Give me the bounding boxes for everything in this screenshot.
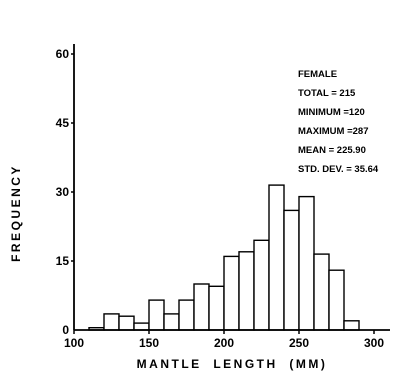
x-tick-label: 100	[64, 336, 84, 350]
histogram-bar-230-240	[268, 184, 285, 331]
stat-line: MINIMUM =120	[298, 107, 365, 118]
y-tick-label: 0	[62, 323, 69, 337]
x-axis-ticks: 100 150 200 250 300	[64, 330, 384, 350]
y-axis-ticks: 0 15 30 45 60	[56, 47, 74, 337]
histogram-bar-270-280	[328, 269, 345, 331]
x-tick-label: 200	[214, 336, 234, 350]
histogram-bar-240-250	[283, 209, 300, 331]
y-tick-label: 45	[56, 116, 70, 130]
histogram-bar-250-260	[298, 195, 315, 331]
y-tick-label: 15	[56, 254, 70, 268]
histogram-bar-180-190	[193, 283, 210, 331]
stat-line: MEAN = 225.90	[298, 145, 366, 156]
x-tick-label: 250	[289, 336, 309, 350]
histogram-bar-210-220	[238, 251, 255, 331]
y-axis-label: FREQUENCY	[9, 164, 23, 262]
histogram-bar-160-170	[163, 313, 180, 331]
histogram-bar-140-150	[133, 322, 150, 331]
summary-statistics: FEMALE TOTAL = 215 MINIMUM =120 MAXIMUM =28…	[298, 69, 379, 175]
stat-line: MAXIMUM =287	[298, 126, 368, 137]
stat-line: STD. DEV. = 35.64	[298, 164, 379, 175]
histogram-bar-220-230	[253, 239, 270, 331]
x-tick-label: 150	[139, 336, 159, 350]
histogram-bar-280-290	[343, 320, 360, 331]
y-tick-label: 60	[56, 47, 70, 61]
x-axis-label: MANTLE LENGTH (MM)	[137, 357, 328, 371]
x-tick-label: 300	[364, 336, 384, 350]
histogram-bar-260-270	[313, 253, 330, 331]
histogram-bar-190-200	[208, 285, 225, 331]
y-tick-label: 30	[56, 185, 70, 199]
histogram-bar-200-210	[223, 255, 240, 331]
histogram-bar-170-180	[178, 299, 195, 331]
histogram-bar-150-160	[148, 299, 165, 331]
histogram-bars	[88, 184, 360, 331]
stat-line: TOTAL = 215	[298, 88, 356, 99]
histogram-bar-120-130	[103, 313, 120, 331]
histogram-bar-130-140	[118, 315, 135, 331]
legend-label: FEMALE	[298, 69, 337, 80]
